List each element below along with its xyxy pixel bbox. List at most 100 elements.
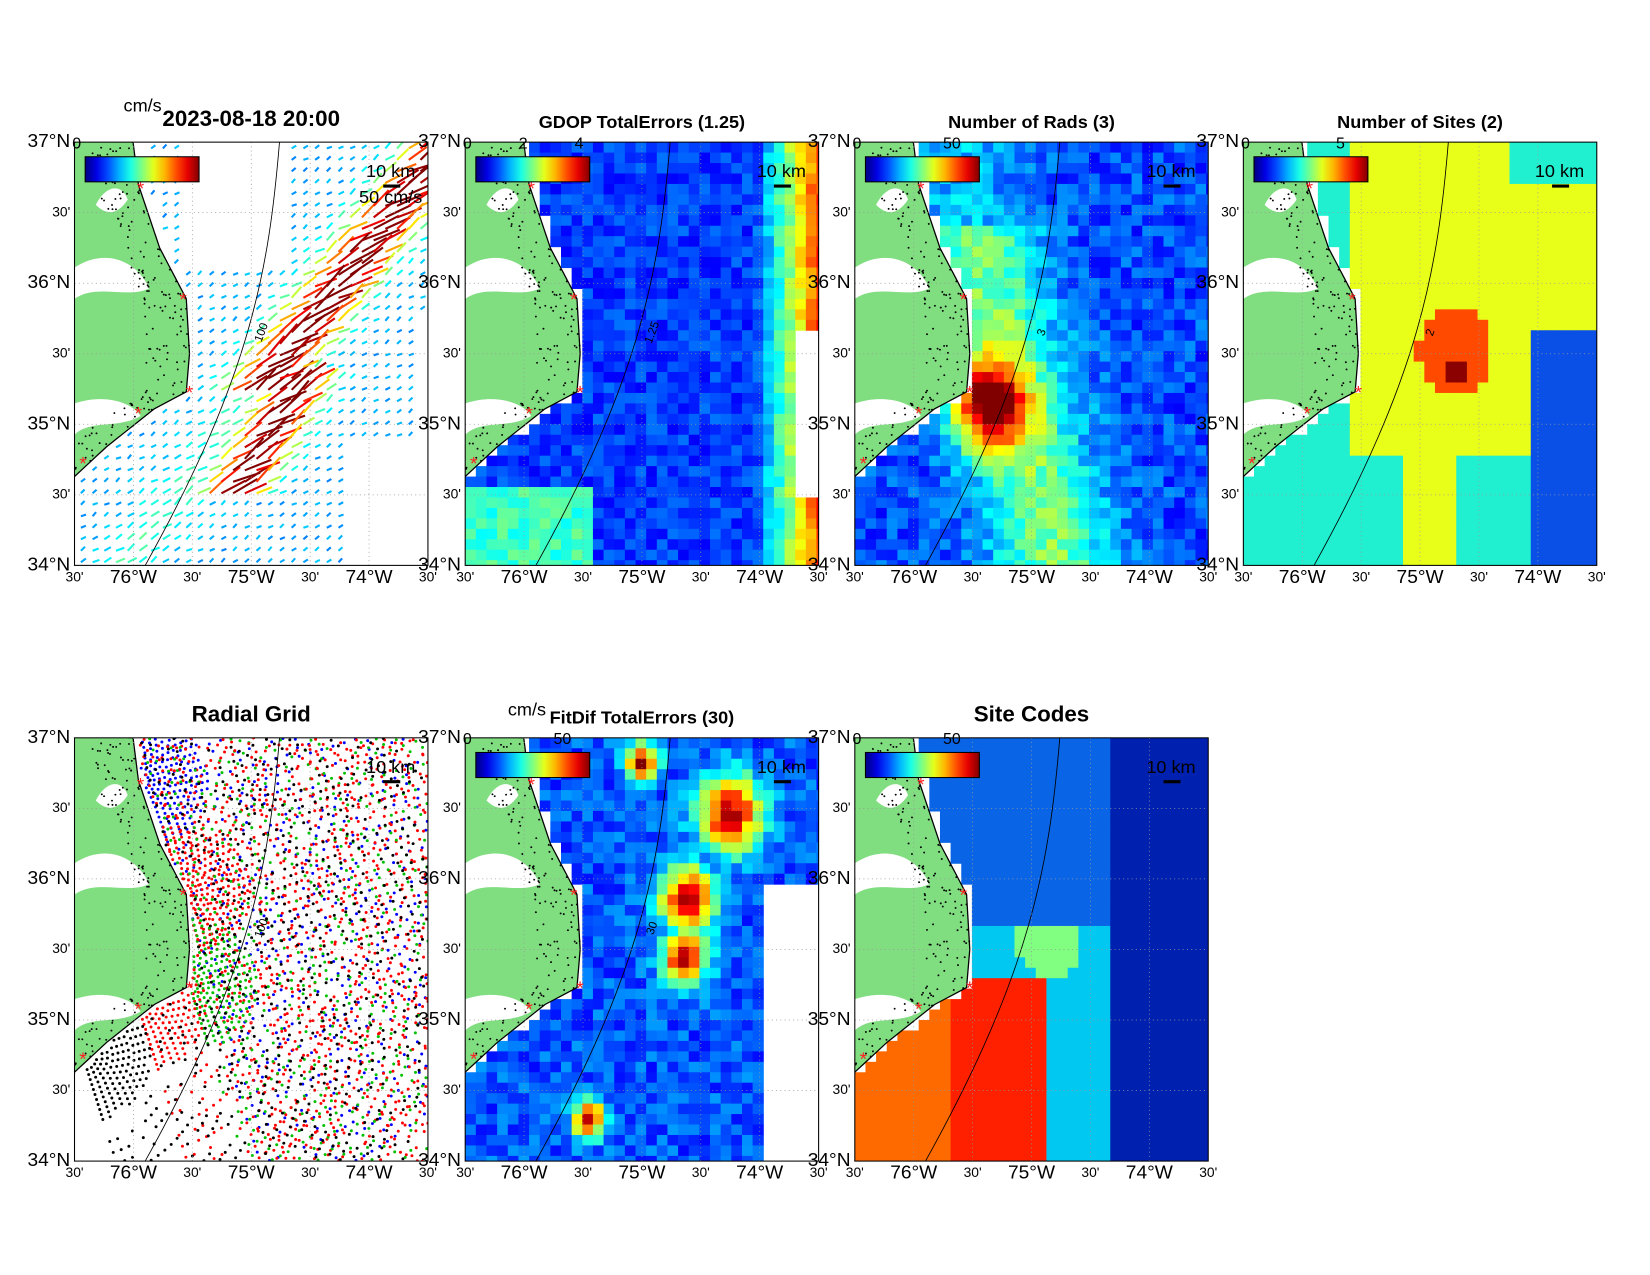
current-vector <box>349 338 357 345</box>
grid-cell <box>816 497 819 509</box>
grid-cell <box>1120 382 1133 394</box>
current-vector <box>372 362 379 368</box>
current-vector <box>291 478 298 483</box>
grid-cell <box>1584 539 1596 551</box>
grid-cell <box>1099 204 1111 216</box>
grid-cell <box>1541 413 1553 425</box>
grid-cell <box>1584 528 1596 540</box>
grid-cell <box>1110 497 1122 509</box>
grid-cell <box>1067 445 1079 457</box>
grid-cell <box>1530 246 1542 258</box>
current-vector <box>80 535 87 541</box>
grid-cell <box>763 539 775 551</box>
site-marker: * <box>525 404 533 425</box>
grid-cell <box>1035 507 1047 519</box>
grid-cell <box>1184 560 1196 566</box>
current-vector <box>209 374 218 380</box>
grid-cell <box>699 236 711 248</box>
coast-dot <box>893 412 896 414</box>
grid-cell <box>1163 403 1175 415</box>
grid-cell <box>1392 330 1404 342</box>
current-vector <box>303 157 309 161</box>
grid-cell <box>1057 445 1069 457</box>
grid-cell <box>539 142 551 154</box>
grid-cell <box>741 549 754 561</box>
grid-cell <box>1163 267 1175 279</box>
grid-cell <box>1206 215 1209 227</box>
grid-cell <box>624 434 637 446</box>
current-vector <box>302 511 308 518</box>
coast-dot <box>498 207 500 210</box>
current-vector <box>232 379 253 391</box>
current-vector <box>162 201 168 207</box>
coast-dot <box>161 290 163 293</box>
grid-cell <box>1434 267 1447 279</box>
current-vector <box>220 395 228 403</box>
current-vector <box>384 304 391 311</box>
grid-cell <box>656 372 668 384</box>
coast-dot <box>546 392 549 395</box>
coast-dot <box>877 154 880 157</box>
coast-dot <box>543 357 545 360</box>
grid-cell <box>1184 225 1196 237</box>
coast-dot <box>505 150 508 153</box>
grid-cell <box>1057 455 1069 467</box>
grid-cell <box>1349 277 1361 289</box>
grid-cell <box>592 382 605 394</box>
coast-dot <box>907 425 909 428</box>
grid-cell <box>646 173 658 185</box>
grid-cell <box>929 194 941 206</box>
coast-dot <box>566 361 569 364</box>
grid-cell <box>1046 330 1058 342</box>
grid-cell <box>1152 194 1165 206</box>
site-marker: * <box>137 179 145 200</box>
current-vector <box>209 317 215 322</box>
grid-cell <box>1099 549 1111 561</box>
grid-cell <box>1530 173 1542 185</box>
coast-dot <box>1335 351 1338 354</box>
grid-cell <box>982 298 994 310</box>
current-vector <box>232 477 259 495</box>
grid-cell <box>1003 434 1016 446</box>
grid-cell <box>1541 288 1553 300</box>
grid-cell <box>646 560 658 566</box>
current-vector <box>256 501 262 506</box>
grid-cell <box>1520 413 1532 425</box>
grid-cell <box>1349 194 1361 206</box>
contour-label: 3 <box>1034 327 1049 337</box>
grid-cell <box>1562 518 1574 530</box>
coast-dot <box>1318 398 1321 401</box>
grid-cell <box>1456 236 1468 248</box>
current-vector <box>197 548 204 552</box>
coast-dot <box>517 206 520 209</box>
grid-cell <box>1089 351 1101 363</box>
grid-cell <box>1163 142 1175 154</box>
grid-cell <box>1120 528 1133 540</box>
coast-dot <box>157 248 159 251</box>
grid-cell <box>497 466 509 478</box>
grid-cell <box>1328 487 1340 498</box>
grid-cell <box>561 518 573 530</box>
grid-cell <box>624 163 637 175</box>
coast-dot <box>504 182 507 185</box>
current-vector <box>384 266 394 276</box>
grid-cell <box>1541 424 1553 436</box>
grid-cell <box>1174 288 1186 300</box>
grid-cell <box>795 204 807 216</box>
coast-dot <box>543 278 546 281</box>
current-vector <box>232 366 246 380</box>
current-vector <box>244 511 250 518</box>
grid-cell <box>961 518 973 530</box>
grid-cell <box>1520 518 1532 530</box>
grid-cell <box>939 539 952 551</box>
grid-cell <box>582 194 594 206</box>
grid-cell <box>1456 434 1468 446</box>
coast-dot <box>871 432 873 435</box>
grid-cell <box>688 455 700 467</box>
grid-cell <box>1413 257 1425 269</box>
grid-cell <box>635 392 647 404</box>
grid-cell <box>1424 455 1436 467</box>
grid-cell <box>816 288 819 300</box>
grid-cell <box>1509 413 1521 425</box>
coast-dot <box>140 398 143 400</box>
